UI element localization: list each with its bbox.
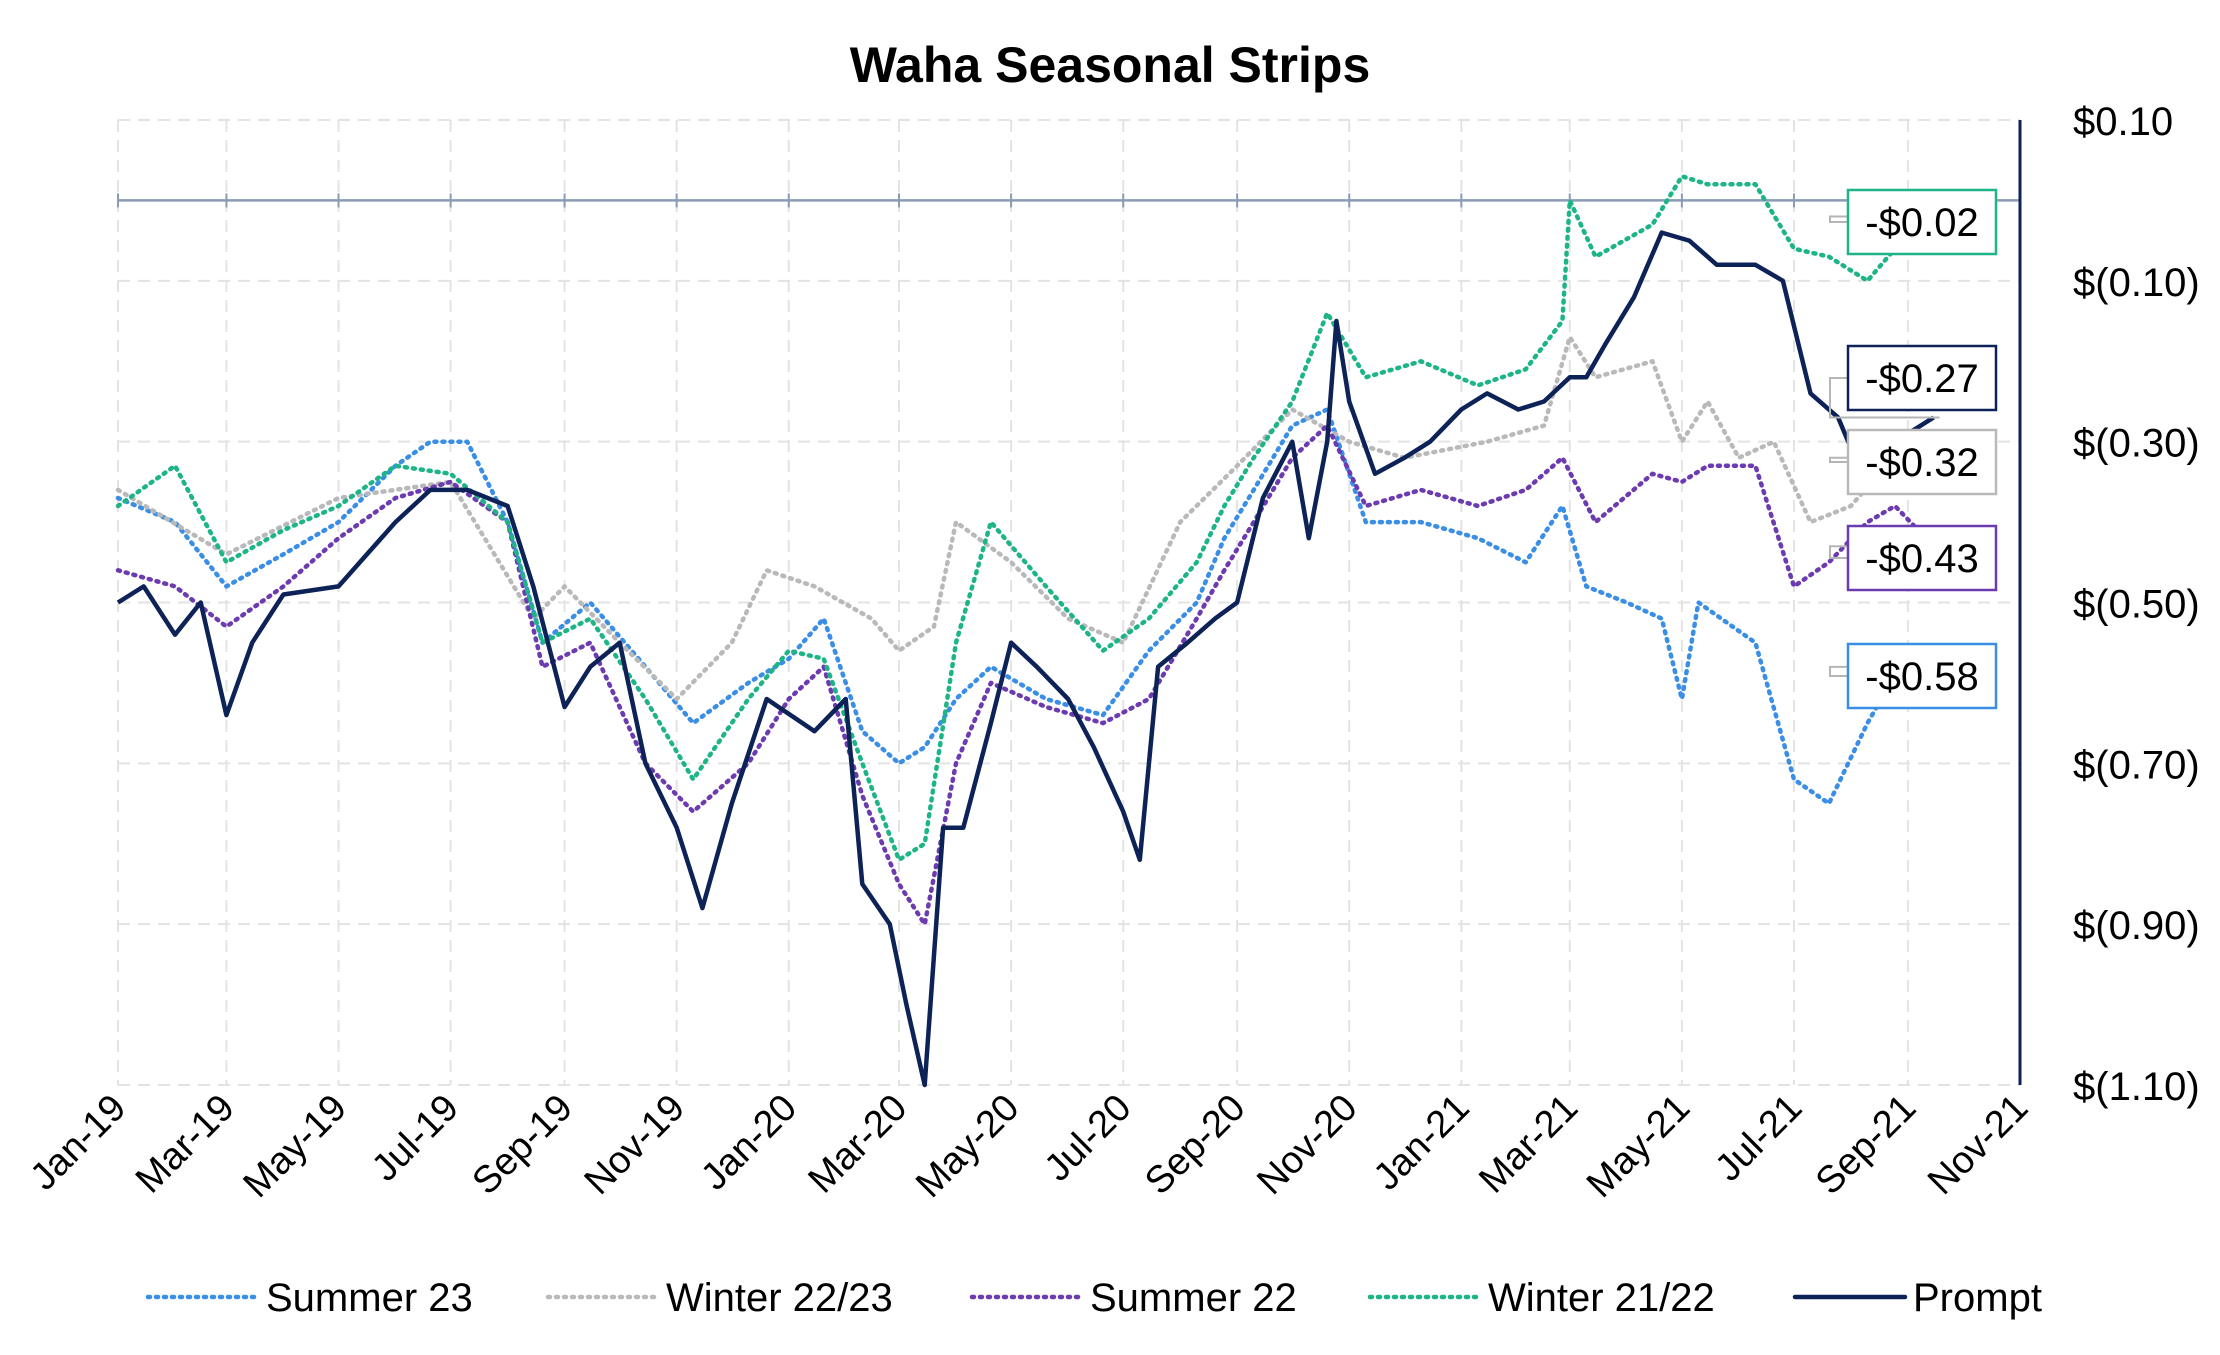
end-label-box — [1846, 188, 1998, 256]
end-label-box — [1846, 524, 1998, 592]
x-tick-label: Jan-19 — [22, 1087, 134, 1199]
end-label-value: -$0.58 — [1865, 655, 1978, 699]
legend-label: Winter 22/23 — [666, 1276, 893, 1320]
x-tick-label: Sep-20 — [1137, 1087, 1253, 1203]
y-tick-label: $0.10 — [2073, 100, 2173, 144]
x-tick-label: May-19 — [236, 1087, 355, 1206]
x-tick-label: May-20 — [908, 1087, 1027, 1206]
y-tick-label: $(1.10) — [2073, 1065, 2200, 1109]
end-label-value: -$0.43 — [1865, 537, 1978, 581]
chart-title: Waha Seasonal Strips — [850, 37, 1371, 93]
y-tick-label: $(0.30) — [2073, 422, 2200, 466]
end-label-box — [1846, 428, 1998, 496]
end-label-value: -$0.27 — [1865, 357, 1978, 401]
x-tick-label: Nov-20 — [1249, 1087, 1365, 1203]
x-tick-label: Mar-19 — [128, 1087, 243, 1202]
series-line-summer-23 — [115, 407, 1936, 806]
legend-label: Summer 22 — [1090, 1276, 1297, 1320]
series-group — [115, 174, 1936, 1088]
y-tick-label: $(0.10) — [2073, 261, 2200, 305]
legend-label: Winter 21/22 — [1488, 1276, 1715, 1320]
series-line-summer-22 — [115, 423, 1936, 927]
end-labels: -$0.58 -$0.32 -$0.43 -$0.02 -$0.27 — [1829, 188, 1998, 710]
x-tick-label: Jan-21 — [1366, 1087, 1478, 1199]
x-tick-label: May-21 — [1579, 1087, 1698, 1206]
x-tick-label: Mar-21 — [1471, 1087, 1586, 1202]
end-label-connector — [1829, 377, 1940, 419]
end-label-box — [1846, 344, 1998, 412]
legend-label: Prompt — [1913, 1276, 2042, 1320]
x-tick-label: Sep-21 — [1808, 1087, 1924, 1203]
x-tick-label: Nov-21 — [1920, 1087, 2036, 1203]
x-tick-label: Jan-20 — [693, 1087, 805, 1199]
end-label-value: -$0.32 — [1865, 441, 1978, 485]
y-tick-label: $(0.90) — [2073, 904, 2200, 948]
x-tick-label: Jul-19 — [364, 1087, 467, 1190]
x-tick-label: Jul-20 — [1037, 1087, 1140, 1190]
end-label-box — [1846, 642, 1998, 710]
legend: Summer 23 Winter 22/23 Summer 22 Winter 21/… — [145, 1276, 2042, 1320]
end-label-value: -$0.02 — [1865, 201, 1978, 245]
series-line-winter-21-22 — [115, 174, 1936, 863]
legend-label: Summer 23 — [266, 1276, 473, 1320]
x-tick-label: Mar-20 — [801, 1087, 916, 1202]
x-tick-label: Sep-19 — [465, 1087, 581, 1203]
x-tick-label: Jul-21 — [1707, 1087, 1810, 1190]
y-tick-label: $(0.50) — [2073, 583, 2200, 627]
y-tick-label: $(0.70) — [2073, 743, 2200, 787]
x-tick-label: Nov-19 — [577, 1087, 693, 1203]
series-line-winter-22-23 — [115, 334, 1936, 702]
series-line-prompt — [116, 230, 1935, 1088]
zero-reference-line — [117, 193, 2021, 208]
